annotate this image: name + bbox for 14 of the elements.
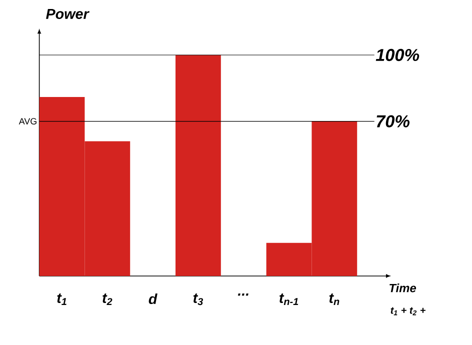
x-tick-label: t$_{1}$ [57,294,66,306]
ref-line-label: 100% [376,48,420,62]
x-axis-title: Time [390,284,416,292]
y-axis-title: Power [46,8,90,19]
text: t$_{1}$ + t$_{2}$ + [390,307,426,316]
text: AVG [18,118,36,124]
x-tick-label: t$_{3}$ [193,294,204,306]
x-tick-label: ... [238,294,248,296]
x-tick-label: t$_{n}$ [329,294,340,306]
ref-line-label: 70% [376,115,410,128]
x-tick-label: t$_{n-1}$ [280,294,298,306]
bar [176,54,221,276]
x-tick-label: d [148,294,158,304]
x-tick-label: t$_{2}$ [102,294,112,306]
